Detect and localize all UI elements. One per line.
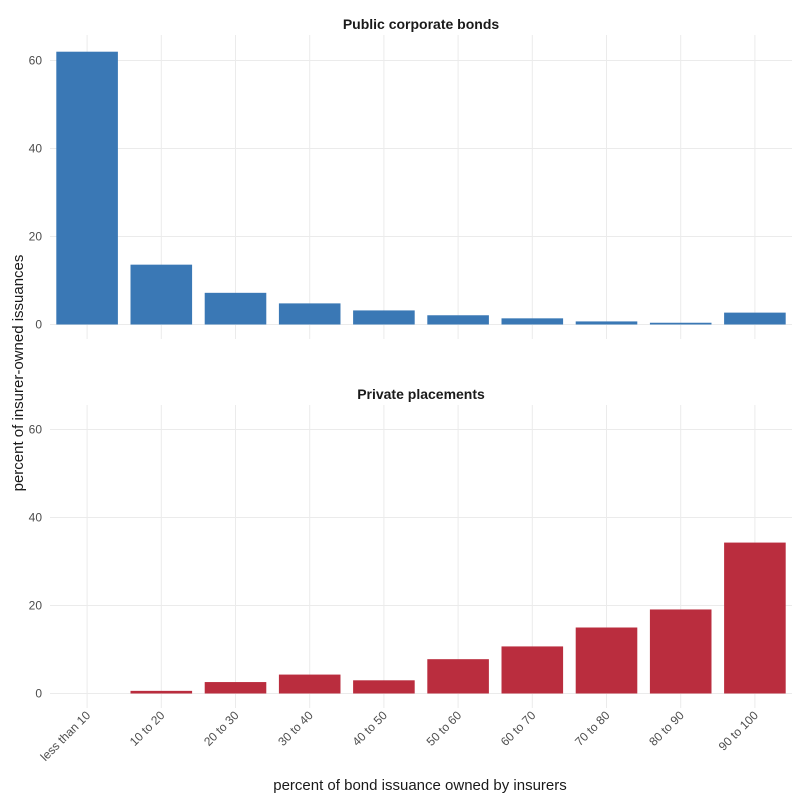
x-tick-label: 70 to 80 [572,708,613,749]
y-axis-title: percent of insurer-owned issuances [10,255,27,492]
bar-public-3 [204,292,267,325]
bar-private-9 [649,609,712,694]
bar-public-8 [575,321,638,325]
bar-public-4 [278,303,341,325]
y-tick-label: 0 [35,687,42,701]
bar-public-1 [56,51,118,325]
bar-public-2 [130,264,193,325]
x-tick-label: 30 to 40 [275,708,316,749]
bar-public-9 [649,322,712,325]
bar-private-4 [278,674,341,694]
bar-private-8 [575,627,638,694]
bar-public-6 [427,315,489,325]
x-tick-labels: less than 10 10 to 20 20 to 30 30 to 40 40 t… [38,708,762,764]
x-axis-title: percent of bond issuance owned by insure… [273,777,567,794]
y-tick-label: 0 [35,318,42,332]
y-tick-label: 60 [29,423,43,437]
bar-private-6 [427,659,489,694]
bar-private-7 [501,646,564,694]
bar-public-5 [353,310,415,325]
y-tick-label: 60 [29,54,43,68]
x-tick-label: 10 to 20 [127,708,168,749]
bar-private-10 [724,542,786,694]
y-tick-label: 20 [29,230,43,244]
x-tick-label: 80 to 90 [646,708,687,749]
bar-private-5 [353,680,415,694]
panel-1: Public corporate bonds 0 20 40 60 [29,16,792,339]
x-tick-label: 40 to 50 [349,708,390,749]
y-tick-label: 40 [29,142,43,156]
panel-title: Private placements [357,386,485,402]
panel-title: Public corporate bonds [343,16,500,32]
x-tick-label: 20 to 30 [201,708,242,749]
x-tick-label: 50 to 60 [424,708,465,749]
x-tick-label: less than 10 [38,708,94,764]
bar-public-7 [501,318,564,325]
bar-public-10 [724,312,786,325]
y-tick-label: 40 [29,511,43,525]
bar-private-2 [130,690,193,694]
bar-private-3 [204,682,267,694]
x-tick-label: 60 to 70 [498,708,539,749]
panel-2: Private placements 0 20 40 60 [29,386,792,708]
y-tick-label: 20 [29,599,43,613]
x-tick-label: 90 to 100 [716,708,762,754]
